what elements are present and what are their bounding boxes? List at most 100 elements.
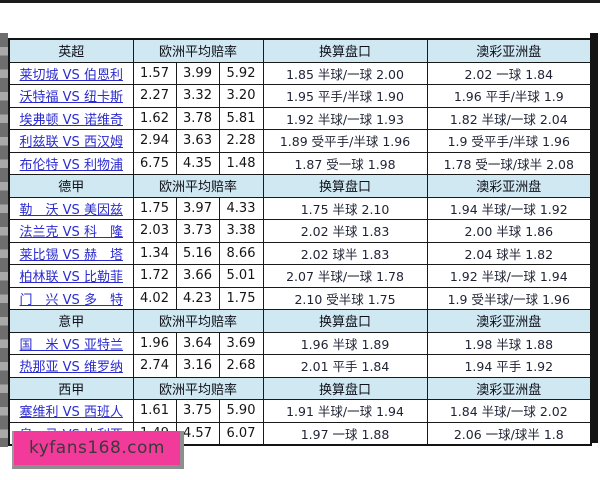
- handicap-value: 2.01 平手 1.84: [262, 354, 428, 378]
- odds-value: 3.69: [218, 331, 264, 355]
- handicap-header: 换算盘口: [262, 376, 428, 400]
- macau-value: 1.9 受平手/半球 1.96: [426, 129, 592, 153]
- section-header-row: 英超 欧洲平均赔率 换算盘口 澳彩亚洲盘: [8, 38, 592, 63]
- odds-value: 2.03: [132, 219, 177, 243]
- macau-value: 2.00 半球 1.86: [426, 219, 592, 243]
- match-cell: 莱切城 VS 伯恩利: [8, 61, 134, 85]
- odds-value: 3.97: [175, 196, 220, 220]
- top-edge-bar: [0, 0, 600, 3]
- macau-value: 2.04 球半 1.82: [426, 241, 592, 265]
- match-cell: 塞维利 VS 西班人: [8, 399, 134, 423]
- odds-value: 2.28: [218, 129, 264, 153]
- macau-value: 1.96 平手/半球 1.9: [426, 84, 592, 108]
- match-link[interactable]: 埃弗顿 VS 诺维奇: [19, 112, 123, 128]
- handicap-value: 1.89 受平手/半球 1.96: [262, 129, 428, 153]
- odds-value: 4.23: [175, 286, 220, 310]
- odds-value: 5.81: [218, 106, 264, 130]
- odds-value: 1.62: [132, 106, 177, 130]
- handicap-value: 1.75 半球 2.10: [262, 196, 428, 220]
- odds-group-header: 欧洲平均赔率: [132, 309, 264, 333]
- match-cell: 埃弗顿 VS 诺维奇: [8, 106, 134, 130]
- match-row: 国 米 VS 亚特兰 1.96 3.64 3.69 1.96 半球 1.89 1.98 半…: [8, 331, 592, 355]
- league-header: 西甲: [8, 376, 134, 400]
- macau-value: 1.9 受半球/一球 1.96: [426, 286, 592, 310]
- match-cell: 莱比锡 VS 赫 塔: [8, 241, 134, 265]
- match-link[interactable]: 门 兴 VS 多 特: [19, 292, 123, 308]
- handicap-header: 换算盘口: [262, 309, 428, 333]
- match-cell: 法兰克 VS 科 隆: [8, 219, 134, 243]
- odds-value: 1.72: [132, 264, 177, 288]
- handicap-value: 1.95 平手/半球 1.90: [262, 84, 428, 108]
- match-link[interactable]: 法兰克 VS 科 隆: [19, 225, 123, 241]
- macau-header: 澳彩亚洲盘: [426, 174, 592, 198]
- match-cell: 热那亚 VS 维罗纳: [8, 354, 134, 378]
- odds-value: 2.74: [132, 354, 177, 378]
- odds-value: 4.35: [175, 151, 220, 175]
- odds-value: 1.75: [132, 196, 177, 220]
- odds-value: 4.33: [218, 196, 264, 220]
- odds-value: 1.48: [218, 151, 264, 175]
- odds-value: 3.32: [175, 84, 220, 108]
- league-header: 意甲: [8, 309, 134, 333]
- match-link[interactable]: 柏林联 VS 比勒菲: [19, 270, 123, 286]
- odds-value: 1.34: [132, 241, 177, 265]
- match-link[interactable]: 布伦特 VS 利物浦: [19, 157, 123, 173]
- match-link[interactable]: 莱比锡 VS 赫 塔: [19, 247, 123, 263]
- match-row: 勒 沃 VS 美因兹 1.75 3.97 4.33 1.75 半球 2.10 1.94 半…: [8, 196, 592, 220]
- odds-value: 3.99: [175, 61, 220, 85]
- match-row: 门 兴 VS 多 特 4.02 4.23 1.75 2.10 受半球 1.75 1.9 受…: [8, 286, 592, 310]
- odds-value: 4.57: [175, 421, 220, 446]
- league-header: 英超: [8, 38, 134, 63]
- macau-header: 澳彩亚洲盘: [426, 309, 592, 333]
- match-row: 布伦特 VS 利物浦 6.75 4.35 1.48 1.87 受一球 1.98 1.78 …: [8, 151, 592, 175]
- match-link[interactable]: 沃特福 VS 纽卡斯: [19, 90, 123, 106]
- match-link[interactable]: 热那亚 VS 维罗纳: [19, 360, 123, 376]
- match-cell: 勒 沃 VS 美因兹: [8, 196, 134, 220]
- league-header: 德甲: [8, 174, 134, 198]
- handicap-value: 2.02 球半 1.83: [262, 241, 428, 265]
- match-link[interactable]: 国 米 VS 亚特兰: [19, 337, 123, 353]
- macau-value: 2.02 一球 1.84: [426, 61, 592, 85]
- odds-group-header: 欧洲平均赔率: [132, 38, 264, 63]
- handicap-value: 2.07 半球/一球 1.78: [262, 264, 428, 288]
- handicap-value: 1.92 半球/一球 1.93: [262, 106, 428, 130]
- match-link[interactable]: 莱切城 VS 伯恩利: [19, 67, 123, 83]
- match-row: 莱切城 VS 伯恩利 1.57 3.99 5.92 1.85 半球/一球 2.00 2.0…: [8, 61, 592, 85]
- odds-table-body: 英超 欧洲平均赔率 换算盘口 澳彩亚洲盘 莱切城 VS 伯恩利 1.57 3.99 5.92 1…: [8, 38, 592, 446]
- macau-value: 1.94 半球/一球 1.92: [426, 196, 592, 220]
- odds-value: 1.61: [132, 399, 177, 423]
- match-link[interactable]: 利兹联 VS 西汉姆: [19, 135, 123, 151]
- odds-value: 5.90: [218, 399, 264, 423]
- match-row: 莱比锡 VS 赫 塔 1.34 5.16 8.66 2.02 球半 1.83 2.04 球…: [8, 241, 592, 265]
- odds-value: 3.20: [218, 84, 264, 108]
- odds-value: 3.73: [175, 219, 220, 243]
- section-header-row: 意甲 欧洲平均赔率 换算盘口 澳彩亚洲盘: [8, 309, 592, 333]
- odds-value: 2.68: [218, 354, 264, 378]
- odds-group-header: 欧洲平均赔率: [132, 174, 264, 198]
- odds-group-header: 欧洲平均赔率: [132, 376, 264, 400]
- macau-header: 澳彩亚洲盘: [426, 376, 592, 400]
- odds-value: 3.38: [218, 219, 264, 243]
- odds-value: 8.66: [218, 241, 264, 265]
- watermark-text: kyfans168.com: [29, 438, 165, 458]
- match-cell: 门 兴 VS 多 特: [8, 286, 134, 310]
- handicap-value: 2.02 半球 1.83: [262, 219, 428, 243]
- match-row: 柏林联 VS 比勒菲 1.72 3.66 5.01 2.07 半球/一球 1.78 1.9…: [8, 264, 592, 288]
- match-link[interactable]: 勒 沃 VS 美因兹: [19, 202, 123, 218]
- odds-value: 1.96: [132, 331, 177, 355]
- right-edge-bar: [590, 33, 598, 443]
- macau-value: 1.92 半球/一球 1.94: [426, 264, 592, 288]
- watermark-badge: kyfans168.com: [12, 431, 184, 469]
- section-header-row: 德甲 欧洲平均赔率 换算盘口 澳彩亚洲盘: [8, 174, 592, 198]
- odds-value: 6.07: [218, 421, 264, 446]
- match-row: 沃特福 VS 纽卡斯 2.27 3.32 3.20 1.95 平手/半球 1.90 1.9…: [8, 84, 592, 108]
- match-link[interactable]: 塞维利 VS 西班人: [19, 405, 123, 421]
- match-cell: 布伦特 VS 利物浦: [8, 151, 134, 175]
- odds-value: 1.75: [218, 286, 264, 310]
- handicap-header: 换算盘口: [262, 38, 428, 63]
- odds-value: 3.64: [175, 331, 220, 355]
- match-row: 法兰克 VS 科 隆 2.03 3.73 3.38 2.02 半球 1.83 2.00 半…: [8, 219, 592, 243]
- handicap-value: 1.97 一球 1.88: [262, 421, 428, 446]
- macau-value: 1.84 半球/一球 2.02: [426, 399, 592, 423]
- odds-table: 英超 欧洲平均赔率 换算盘口 澳彩亚洲盘 莱切城 VS 伯恩利 1.57 3.99 5.92 1…: [8, 38, 593, 446]
